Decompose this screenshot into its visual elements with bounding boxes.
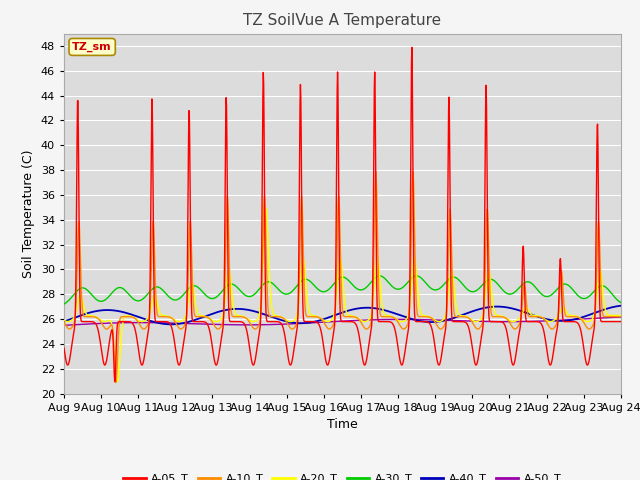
Legend: A-05_T, A-10_T, A-20_T, A-30_T, A-40_T, A-50_T: A-05_T, A-10_T, A-20_T, A-30_T, A-40_T, … [119, 469, 566, 480]
Y-axis label: Soil Temperature (C): Soil Temperature (C) [22, 149, 35, 278]
Title: TZ SoilVue A Temperature: TZ SoilVue A Temperature [243, 13, 442, 28]
Text: TZ_sm: TZ_sm [72, 42, 112, 52]
X-axis label: Time: Time [327, 418, 358, 431]
